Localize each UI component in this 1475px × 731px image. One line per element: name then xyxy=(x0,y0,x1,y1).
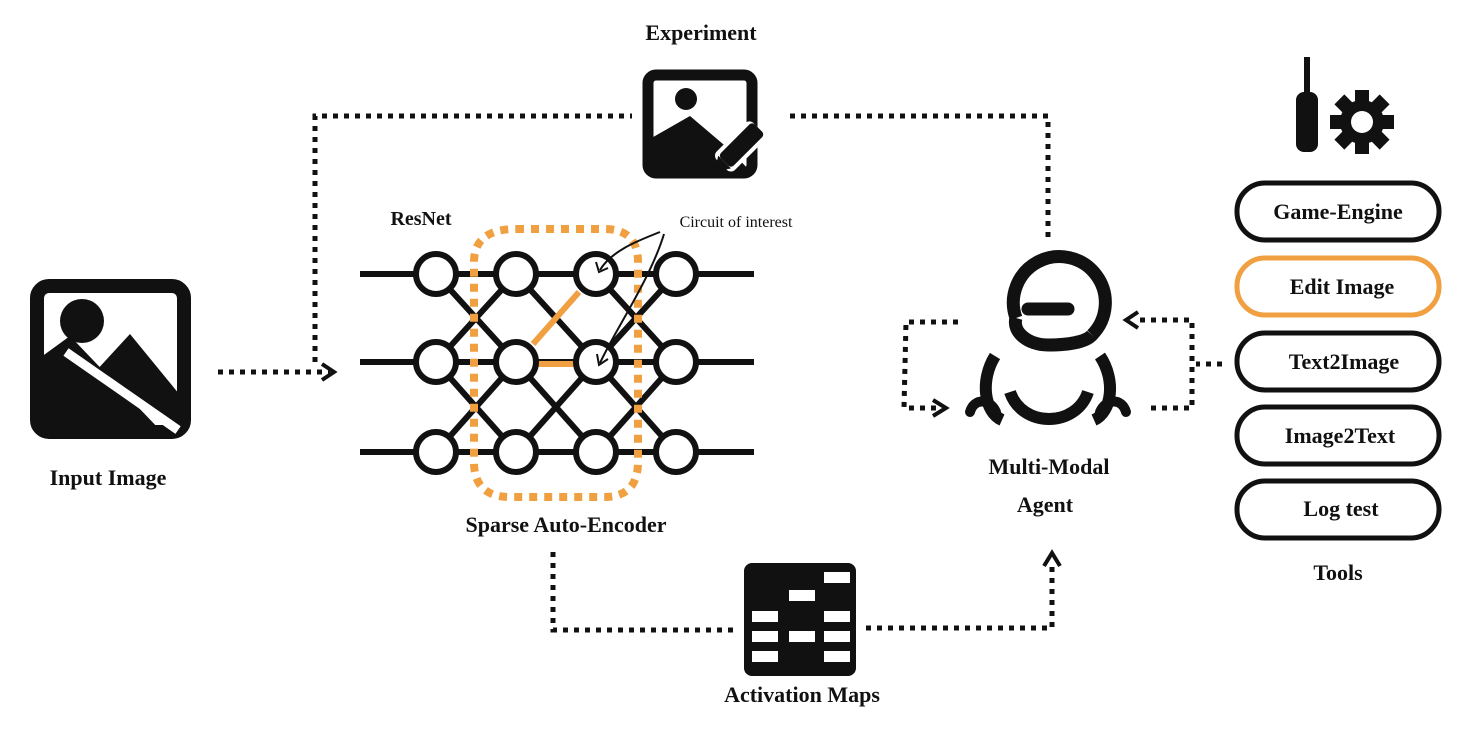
line-activation-to-agent xyxy=(866,565,1055,631)
experiment-label: Experiment xyxy=(645,20,757,45)
input-image-icon xyxy=(30,279,191,439)
node xyxy=(413,429,459,475)
circuit-pointer-arrows xyxy=(595,231,665,367)
tool-label: Image2Text xyxy=(1285,423,1396,448)
robot-agent-icon xyxy=(965,250,1131,426)
arrowhead-agent-left xyxy=(931,398,950,418)
node xyxy=(493,429,539,475)
tools-list: Game-Engine Edit Image Text2Image Image2… xyxy=(1234,180,1442,541)
line-agent-loop-right xyxy=(1140,317,1195,411)
activation-map-icon xyxy=(744,563,856,676)
resnet-label: ResNet xyxy=(390,208,451,230)
node xyxy=(653,339,699,385)
node xyxy=(413,251,459,297)
circuit-highlight xyxy=(530,290,582,367)
node xyxy=(573,251,619,297)
tools-label: Tools xyxy=(1313,560,1363,585)
sae-label: Sparse Auto-Encoder xyxy=(465,512,666,537)
arrowhead-input xyxy=(320,362,338,382)
node xyxy=(653,251,699,297)
arrowhead-activation xyxy=(1042,549,1062,568)
line-experiment-left xyxy=(312,113,632,362)
network-nodes xyxy=(413,251,699,475)
agent-label-line2: Agent xyxy=(1017,492,1074,517)
agent-label-line1: Multi-Modal xyxy=(989,454,1110,479)
connectors xyxy=(218,113,1222,633)
image-edit-icon xyxy=(642,69,766,179)
circuit-label: Circuit of interest xyxy=(680,214,793,231)
line-agent-loop-left xyxy=(901,319,958,411)
tool-text2image[interactable]: Text2Image xyxy=(1234,330,1442,393)
input-image-label: Input Image xyxy=(50,465,167,490)
arrowhead-agent-right xyxy=(1122,310,1140,330)
node xyxy=(413,339,459,385)
tool-log-test[interactable]: Log test xyxy=(1234,478,1442,541)
tool-label: Log test xyxy=(1303,496,1379,521)
tool-label: Edit Image xyxy=(1290,274,1395,299)
tool-label: Text2Image xyxy=(1289,349,1400,374)
node xyxy=(653,429,699,475)
tool-edit-image[interactable]: Edit Image xyxy=(1234,255,1442,318)
node xyxy=(573,339,619,385)
screwdriver-gear-icon xyxy=(1296,57,1394,154)
sae-outline xyxy=(470,225,642,501)
node xyxy=(573,429,619,475)
line-sae-to-activation xyxy=(550,552,735,633)
activation-maps-label: Activation Maps xyxy=(724,682,880,707)
node xyxy=(493,339,539,385)
line-experiment-right xyxy=(790,113,1051,240)
tool-game-engine[interactable]: Game-Engine xyxy=(1234,180,1442,243)
tool-image2text[interactable]: Image2Text xyxy=(1234,404,1442,467)
node xyxy=(493,251,539,297)
tool-label: Game-Engine xyxy=(1273,199,1403,224)
